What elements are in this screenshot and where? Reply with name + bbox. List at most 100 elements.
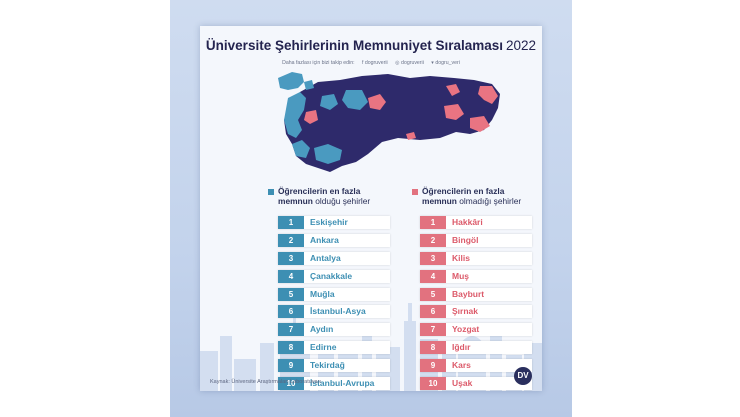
list-item: 8 Iğdır (420, 341, 532, 355)
city-name: Muğla (310, 288, 335, 299)
list-item: 5 Muğla (278, 287, 390, 301)
dogru-veri-logo: DV (514, 367, 532, 385)
title-text: Üniversite Şehirlerinin Memnuniyet Sıral… (205, 38, 504, 53)
map-region-istanbul (304, 80, 314, 90)
rank-badge: 6 (420, 305, 446, 319)
city-name: Aydın (310, 324, 334, 335)
rank-badge: 6 (278, 305, 304, 319)
instagram-handle[interactable]: ◎ dogruverii (395, 60, 424, 66)
list-item: 10 Uşak (420, 377, 532, 391)
rank-badge: 2 (278, 233, 304, 247)
rank-badge: 1 (278, 216, 304, 229)
rank-badge: 4 (420, 269, 446, 283)
list-item: 9 Kars (420, 359, 532, 373)
legend-unsatisfied-rest: olmadığı şehirler (456, 196, 522, 206)
legend-unsatisfied: Öğrencilerin en fazla memnun olmadığı şe… (412, 186, 542, 206)
city-name: Iğdır (452, 342, 471, 353)
map-region-west (284, 92, 306, 138)
city-name: Hakkâri (452, 217, 483, 227)
map-region-mugla (292, 140, 310, 158)
rank-badge: 7 (420, 323, 446, 337)
list-item: 6 Şırnak (420, 305, 532, 319)
list-item: 9 Tekirdağ (278, 359, 390, 373)
map-region-bayburt (446, 84, 460, 96)
social-links: Daha fazlası için bizi takip edin: f dog… (200, 60, 542, 66)
map-region-hakkari-sirnak (470, 116, 490, 132)
city-name: Şırnak (452, 306, 478, 317)
social-prompt: Daha fazlası için bizi takip edin: (282, 60, 355, 66)
twitter-handle[interactable]: ▾ dogru_veri (431, 60, 460, 66)
city-name: Antalya (310, 252, 341, 263)
city-name: Eskişehir (310, 217, 348, 227)
legend-unsatisfied-swatch (412, 188, 418, 195)
source-note: Kaynak: Üniversite Araştırmaları Laborat… (210, 379, 321, 385)
rank-badge: 5 (420, 287, 446, 301)
rank-badge: 7 (278, 323, 304, 337)
city-name: Tekirdağ (310, 360, 345, 371)
facebook-handle[interactable]: f dogruverii (361, 60, 388, 66)
legend-satisfied: Öğrencilerin en fazla memnun olduğu şehi… (268, 186, 418, 206)
map-region-bingol-mus (444, 104, 464, 120)
list-item: 4 Muş (420, 269, 532, 283)
map-region-eskisehir (320, 94, 338, 110)
poster-background: Üniversite Şehirlerinin Memnuniyet Sıral… (170, 0, 572, 417)
rank-badge: 10 (278, 377, 304, 391)
list-item: 3 Kilis (420, 251, 532, 265)
list-item: 7 Yozgat (420, 323, 532, 337)
city-name: Ankara (310, 234, 339, 245)
page-title: Üniversite Şehirlerinin Memnuniyet Sıral… (200, 38, 542, 53)
rank-badge: 9 (420, 359, 446, 373)
map-region-antalya (314, 144, 342, 164)
list-item: 5 Bayburt (420, 287, 532, 301)
rank-badge: 8 (278, 341, 304, 355)
city-name: Kars (452, 360, 471, 371)
list-item: 8 Edirne (278, 341, 390, 355)
map-region-kilis (406, 132, 416, 140)
legend-satisfied-bold: memnun (278, 196, 313, 206)
list-item: 7 Aydın (278, 323, 390, 337)
rank-badge: 8 (420, 341, 446, 355)
list-item: 6 İstanbul-Asya (278, 305, 390, 319)
city-name: Yozgat (452, 324, 480, 335)
list-item: 3 Antalya (278, 251, 390, 265)
list-item: 2 Bingöl (420, 233, 532, 247)
list-item: 4 Çanakkale (278, 269, 390, 283)
rank-badge: 3 (420, 251, 446, 265)
map-region-ankara (342, 90, 368, 110)
map-region-yozgat (368, 94, 386, 110)
city-name: Bingöl (452, 234, 479, 245)
map-region-kars-igdir (478, 86, 498, 104)
most-satisfied-list: 1 Eskişehir 2 Ankara 3 Antalya 4 Çanakkale 5 Muğl… (278, 216, 390, 391)
city-name: Bayburt (452, 288, 485, 299)
least-satisfied-list: 1 Hakkâri 2 Bingöl 3 Kilis 4 Muş 5 Bayburt 6 Şırnak… (420, 216, 532, 391)
infographic-card: Üniversite Şehirlerinin Memnuniyet Sıral… (200, 26, 542, 391)
city-name: İstanbul-Asya (310, 306, 366, 317)
rank-badge: 10 (420, 377, 446, 391)
rank-badge: 9 (278, 359, 304, 373)
list-item: 1 Hakkâri (420, 216, 532, 229)
rank-badge: 1 (420, 216, 446, 229)
legend-satisfied-line1: Öğrencilerin en fazla (278, 186, 361, 196)
list-item: 1 Eskişehir (278, 216, 390, 229)
map-anatolia (284, 74, 500, 172)
list-item: 10 İstanbul-Avrupa (278, 377, 390, 391)
city-name: Çanakkale (310, 270, 353, 281)
legend-unsatisfied-bold: memnun (422, 196, 457, 206)
legend-satisfied-swatch (268, 188, 274, 195)
city-name: Muş (452, 270, 469, 281)
list-item: 2 Ankara (278, 233, 390, 247)
city-name: Uşak (452, 378, 473, 389)
title-year: 2022 (506, 38, 537, 53)
city-name: İstanbul-Avrupa (310, 378, 375, 389)
turkey-map (278, 72, 500, 172)
city-name: Edirne (310, 342, 337, 353)
rank-badge: 3 (278, 251, 304, 265)
legend-satisfied-rest: olduğu şehirler (312, 196, 371, 206)
city-name: Kilis (452, 252, 470, 263)
map-thrace (278, 72, 304, 90)
rank-badge: 2 (420, 233, 446, 247)
legend-unsatisfied-line1: Öğrencilerin en fazla (422, 186, 505, 196)
rank-badge: 5 (278, 287, 304, 301)
rank-badge: 4 (278, 269, 304, 283)
map-region-usak (304, 110, 318, 124)
